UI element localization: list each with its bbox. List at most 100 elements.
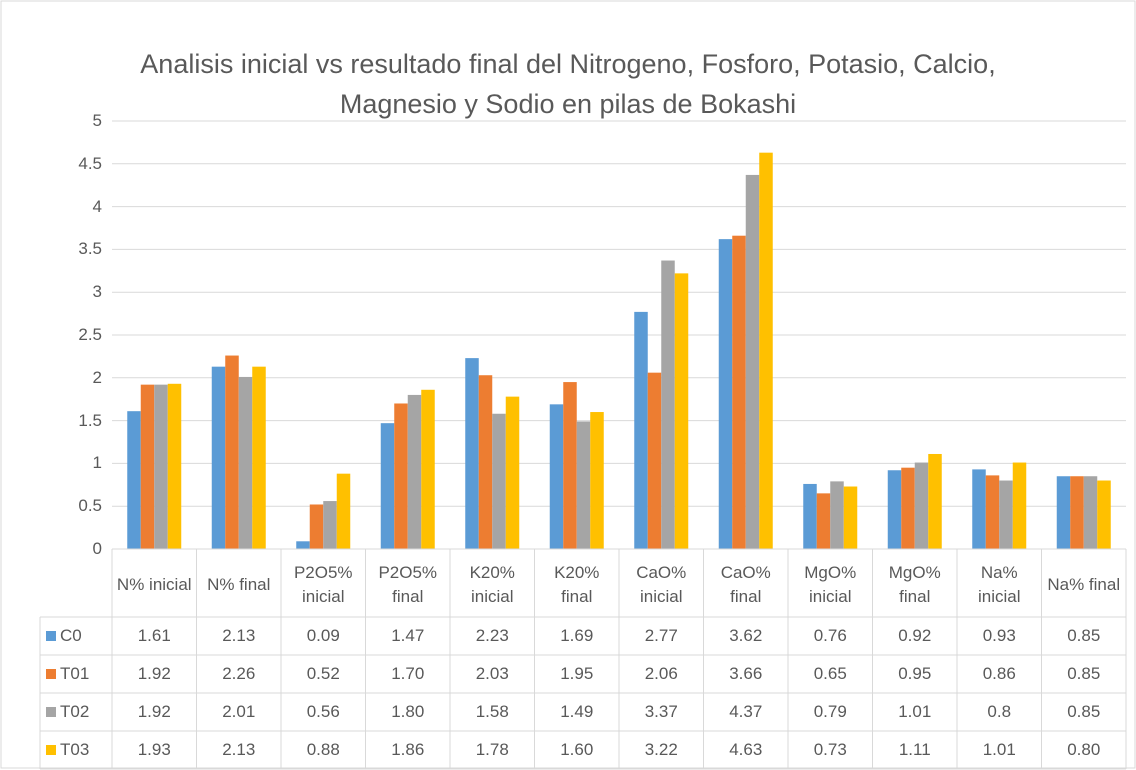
table-cell: 3.62: [729, 626, 763, 645]
y-tick-label: 4: [92, 196, 102, 216]
table-cell: 2.13: [222, 740, 256, 759]
bar: [140, 384, 155, 549]
table-cell: 2.26: [222, 664, 256, 683]
table-cell: 0.09: [306, 626, 340, 645]
table-cell: 0.93: [982, 626, 1016, 645]
legend-key: [46, 631, 56, 641]
bar: [238, 376, 253, 549]
bar: [745, 174, 760, 550]
bar: [1070, 476, 1084, 549]
legend-label: C0: [60, 626, 82, 645]
table-cell: 0.8: [987, 702, 1012, 721]
bar: [211, 366, 226, 549]
table-cell: 2.06: [644, 664, 678, 683]
table-cell: 3.37: [644, 702, 678, 721]
table-cell: 2.01: [222, 702, 256, 721]
bar: [296, 541, 310, 549]
chart-title: Analisis inicial vs resultado final del …: [140, 49, 996, 119]
bar: [843, 486, 858, 549]
table-cell: 1.92: [137, 664, 171, 683]
y-tick-label: 4.5: [78, 153, 102, 173]
legend-label: T03: [60, 740, 90, 759]
bar: [914, 462, 929, 549]
y-tick-label: 1.5: [78, 410, 102, 430]
bar: [901, 467, 915, 549]
bar: [999, 480, 1013, 549]
category-label: MgO% final: [888, 563, 941, 606]
table-cell: 1.78: [475, 740, 509, 759]
table-cell: 1.69: [560, 626, 594, 645]
bar: [167, 383, 182, 549]
bar: [549, 404, 564, 549]
table-cell: 2.03: [475, 664, 509, 683]
category-label: N% final: [207, 575, 271, 594]
table-cell: 0.65: [813, 664, 847, 683]
bar: [576, 421, 591, 549]
category-label: Na% final: [1047, 575, 1121, 594]
bar: [816, 493, 831, 549]
legend-label: T02: [60, 702, 90, 721]
y-tick-label: 5: [92, 111, 102, 130]
table-cell: 1.61: [137, 626, 171, 645]
bar: [465, 358, 479, 549]
bar: [1012, 462, 1027, 549]
category-label: CaO% final: [720, 563, 771, 606]
bar: [336, 473, 351, 549]
category-label: K20% final: [554, 563, 600, 606]
bar: [759, 152, 773, 549]
table-cell: 1.93: [137, 740, 171, 759]
bar: [803, 483, 817, 549]
bar: [1083, 476, 1098, 549]
bar: [590, 412, 604, 549]
bar: [309, 504, 324, 549]
table-cell: 0.56: [306, 702, 340, 721]
bar: [972, 469, 986, 549]
table-cell: 0.73: [813, 740, 847, 759]
table-cell: 0.79: [813, 702, 847, 721]
table-cell: 0.85: [1067, 702, 1101, 721]
bar: [887, 470, 902, 549]
table-cell: 1.86: [391, 740, 425, 759]
y-tick-label: 2.5: [78, 325, 102, 344]
category-label: Na% inicial: [977, 563, 1021, 606]
table-cell: 0.76: [813, 626, 847, 645]
table-cell: 0.95: [898, 664, 932, 683]
legend-key: [46, 707, 56, 717]
y-tick-label: 3: [92, 282, 102, 302]
table-cell: 0.88: [306, 740, 340, 759]
category-label: CaO% inicial: [636, 563, 687, 606]
table-cell: 4.37: [729, 702, 763, 721]
category-label: P2O5% final: [378, 563, 438, 606]
table-cell: 1.60: [560, 740, 594, 759]
bar: [1097, 480, 1111, 549]
table-cell: 0.52: [306, 664, 340, 683]
y-tick-label: 0: [92, 539, 102, 558]
table-cell: 2.23: [475, 626, 509, 645]
bar: [492, 413, 506, 549]
bar: [634, 311, 648, 549]
bar: [421, 389, 435, 549]
bar: [732, 235, 746, 550]
bar: [1056, 476, 1071, 549]
table-cell: 1.47: [391, 626, 425, 645]
legend-key: [46, 745, 56, 755]
table-cell: 1.01: [982, 740, 1016, 759]
bar: [505, 396, 520, 549]
category-label: K20% inicial: [469, 563, 515, 606]
table-cell: 1.01: [898, 702, 932, 721]
category-label: P2O5% inicial: [293, 563, 353, 606]
table-cell: 1.80: [391, 702, 425, 721]
legend-label: T01: [60, 664, 90, 683]
table-cell: 1.49: [560, 702, 594, 721]
bar: [830, 481, 844, 549]
bar: [154, 384, 168, 549]
bar: [563, 382, 577, 549]
table-cell: 4.63: [729, 740, 763, 759]
table-cell: 1.70: [391, 664, 425, 683]
y-tick-label: 2: [92, 367, 102, 387]
table-cell: 0.85: [1067, 664, 1101, 683]
table-cell: 0.86: [982, 664, 1016, 683]
table-cell: 1.95: [560, 664, 594, 683]
